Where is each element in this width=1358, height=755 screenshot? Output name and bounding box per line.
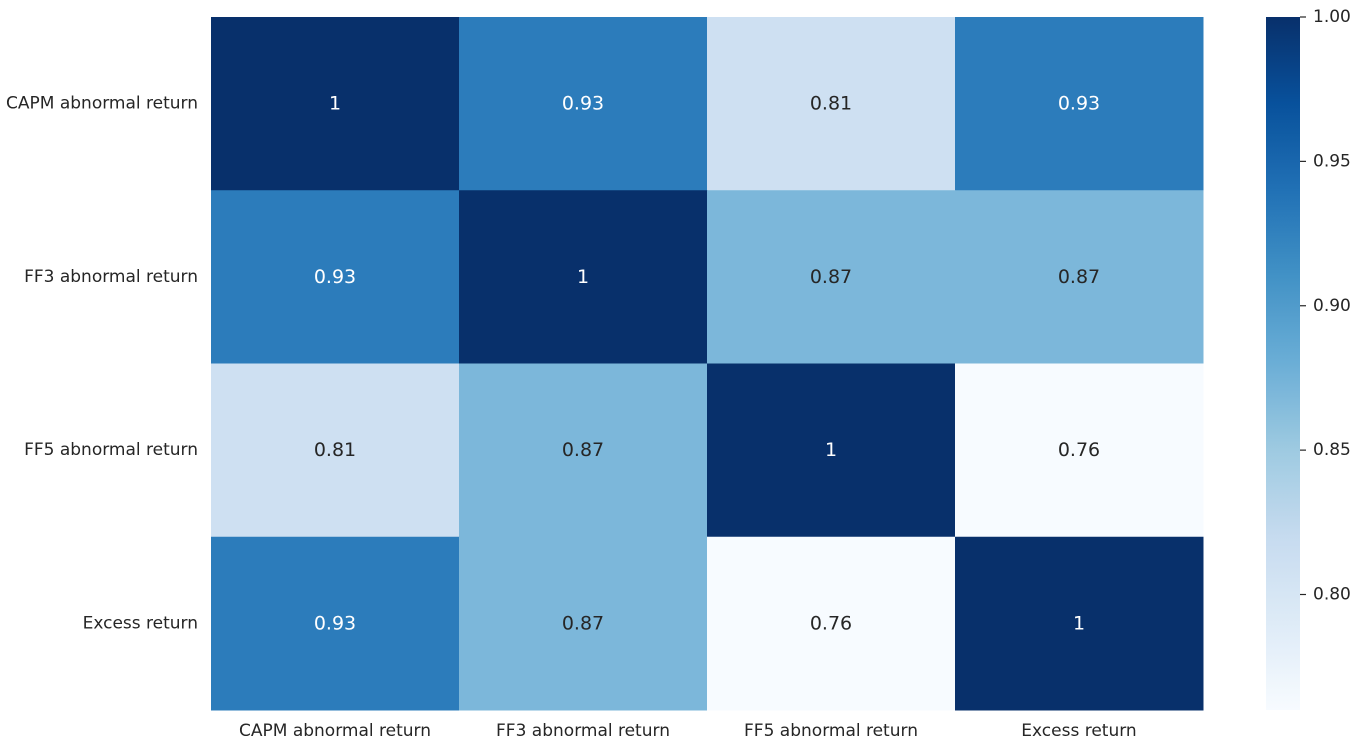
colorbar-gradient <box>1266 17 1300 710</box>
cell-value-label-r1-c2: 0.87 <box>810 266 852 288</box>
y-axis-tick-labels: CAPM abnormal return FF3 abnormal return F… <box>6 94 198 634</box>
cell-value-label-r2-c3: 0.76 <box>1058 439 1100 461</box>
y-tick-label-3: Excess return <box>83 613 198 633</box>
x-tick-label-2: FF5 abnormal return <box>744 721 918 741</box>
heatmap-cell-r3-c1 <box>459 536 708 711</box>
heatmap-cell-r1-c0 <box>211 190 460 364</box>
heatmap-cell-r3-c0 <box>211 536 460 711</box>
x-tick-label-0: CAPM abnormal return <box>239 721 431 741</box>
colorbar-tick-label-1: 0.85 <box>1313 440 1351 460</box>
cell-value-label-r2-c2: 1 <box>825 439 837 461</box>
x-axis-tick-labels: CAPM abnormal return FF3 abnormal return F… <box>239 721 1137 741</box>
cell-value-label-r0-c1: 0.93 <box>562 93 604 115</box>
heatmap-cell-r2-c2 <box>707 363 956 538</box>
heatmap-cell-r1-c3 <box>955 190 1204 364</box>
heatmap-cell-r0-c2 <box>707 17 956 191</box>
cell-value-label-r0-c2: 0.81 <box>810 93 852 115</box>
heatmap-cell-r2-c0 <box>211 363 460 538</box>
cell-value-label-r3-c0: 0.93 <box>314 612 356 634</box>
cell-value-label-r0-c3: 0.93 <box>1058 93 1100 115</box>
y-tick-label-2: FF5 abnormal return <box>24 440 198 460</box>
colorbar-tick-label-0: 0.80 <box>1313 585 1351 605</box>
cell-value-label-r1-c0: 0.93 <box>314 266 356 288</box>
cell-value-label-r3-c1: 0.87 <box>562 612 604 634</box>
x-tick-label-3: Excess return <box>1021 721 1136 741</box>
heatmap-cell-r3-c2 <box>707 536 956 711</box>
heatmap-cell-r2-c1 <box>459 363 708 538</box>
cell-value-label-r3-c2: 0.76 <box>810 612 852 634</box>
heatmap-cell-labels: 1 0.93 0.81 0.93 0.93 1 0.87 0.87 0.81 0.87 1 0.76 0… <box>314 93 1100 635</box>
heatmap-cell-r3-c3 <box>955 536 1204 711</box>
cell-value-label-r0-c0: 1 <box>329 93 341 115</box>
heatmap-cell-r0-c1 <box>459 17 708 191</box>
y-tick-label-1: FF3 abnormal return <box>24 267 198 287</box>
cell-value-label-r2-c0: 0.81 <box>314 439 356 461</box>
y-tick-label-0: CAPM abnormal return <box>6 94 198 114</box>
heatmap-cell-r1-c1 <box>459 190 708 364</box>
x-tick-label-1: FF3 abnormal return <box>496 721 670 741</box>
colorbar-tick-label-2: 0.90 <box>1313 296 1351 316</box>
heatmap-cell-r0-c0 <box>211 17 460 191</box>
heatmap-cell-r0-c3 <box>955 17 1204 191</box>
cell-value-label-r1-c3: 0.87 <box>1058 266 1100 288</box>
cell-value-label-r1-c1: 1 <box>577 266 589 288</box>
cell-value-label-r3-c3: 1 <box>1073 612 1085 634</box>
heatmap-cell-r1-c2 <box>707 190 956 364</box>
colorbar-tick-label-4: 1.00 <box>1313 7 1351 27</box>
heatmap-cells <box>211 17 1204 711</box>
colorbar: 0.80 0.85 0.90 0.95 1.00 <box>1266 7 1351 710</box>
colorbar-tick-label-3: 0.95 <box>1313 151 1351 171</box>
heatmap-cell-r2-c3 <box>955 363 1204 538</box>
cell-value-label-r2-c1: 0.87 <box>562 439 604 461</box>
